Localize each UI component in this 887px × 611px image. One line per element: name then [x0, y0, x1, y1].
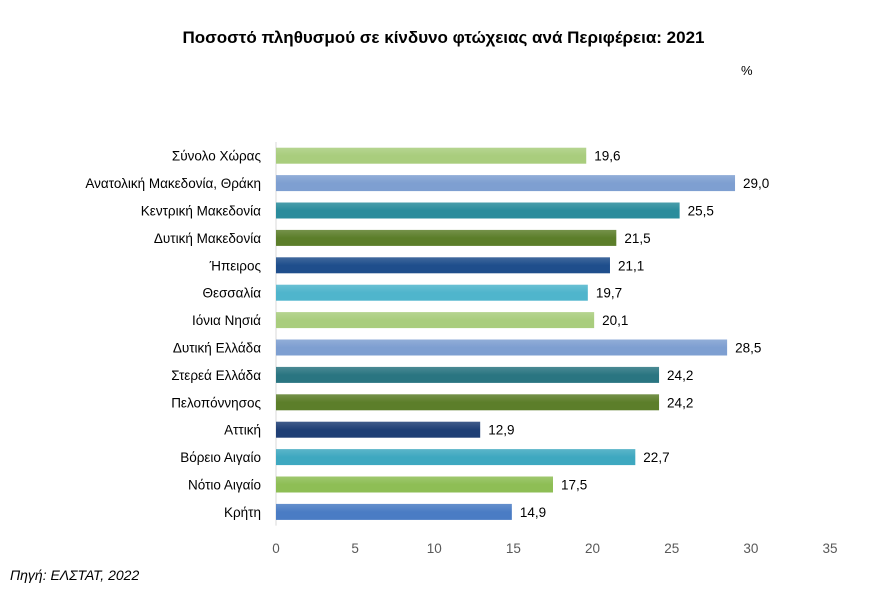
bar	[276, 147, 587, 164]
bar	[276, 476, 553, 493]
value-label: 20,1	[602, 313, 628, 328]
bar	[276, 284, 588, 301]
bar	[276, 503, 512, 520]
bar	[276, 312, 595, 329]
category-label: Ήπειρος	[209, 258, 262, 273]
category-label: Δυτική Ελλάδα	[173, 341, 261, 356]
value-label: 17,5	[561, 478, 587, 493]
value-label: 24,2	[667, 368, 693, 383]
x-tick-label: 20	[585, 541, 600, 556]
category-label: Κεντρική Μακεδονία	[141, 204, 261, 219]
value-label: 21,1	[618, 258, 644, 273]
category-label: Στερεά Ελλάδα	[171, 368, 261, 383]
bar	[276, 366, 660, 383]
bar	[276, 339, 728, 356]
category-label: Ιόνια Νησιά	[192, 313, 261, 328]
category-label: Πελοπόννησος	[171, 395, 261, 410]
value-label: 24,2	[667, 395, 693, 410]
category-label: Ανατολική Μακεδονία, Θράκη	[85, 176, 261, 191]
value-label: 28,5	[735, 341, 761, 356]
bar	[276, 421, 481, 438]
x-tick-label: 30	[743, 541, 758, 556]
bar	[276, 175, 736, 192]
category-label: Νότιο Αιγαίο	[188, 478, 261, 493]
chart-title: Ποσοστό πληθυσμού σε κίνδυνο φτώχειας αν…	[182, 28, 705, 47]
value-label: 19,6	[594, 149, 620, 164]
category-label: Βόρειο Αιγαίο	[180, 450, 261, 465]
value-label: 25,5	[688, 204, 714, 219]
value-label: 21,5	[624, 231, 650, 246]
value-label: 12,9	[488, 423, 514, 438]
x-tick-label: 0	[272, 541, 280, 556]
category-label: Αττική	[224, 423, 261, 438]
value-label: 19,7	[596, 286, 622, 301]
value-label: 14,9	[520, 505, 546, 520]
source-note: Πηγή: ΕΛΣΤΑΤ, 2022	[10, 567, 140, 583]
x-tick-label: 10	[427, 541, 442, 556]
x-tick-label: 15	[506, 541, 521, 556]
category-label: Κρήτη	[224, 505, 261, 520]
bar	[276, 229, 617, 246]
value-label: 22,7	[643, 450, 669, 465]
category-label: Δυτική Μακεδονία	[154, 231, 261, 246]
bar	[276, 449, 636, 466]
unit-label: %	[741, 63, 753, 78]
x-tick-label: 25	[664, 541, 679, 556]
bar	[276, 257, 610, 274]
bar	[276, 394, 660, 411]
category-label: Θεσσαλία	[202, 286, 261, 301]
x-tick-label: 35	[822, 541, 837, 556]
x-tick-label: 5	[351, 541, 359, 556]
value-label: 29,0	[743, 176, 769, 191]
category-label: Σύνολο Χώρας	[172, 149, 262, 164]
bar	[276, 202, 680, 219]
